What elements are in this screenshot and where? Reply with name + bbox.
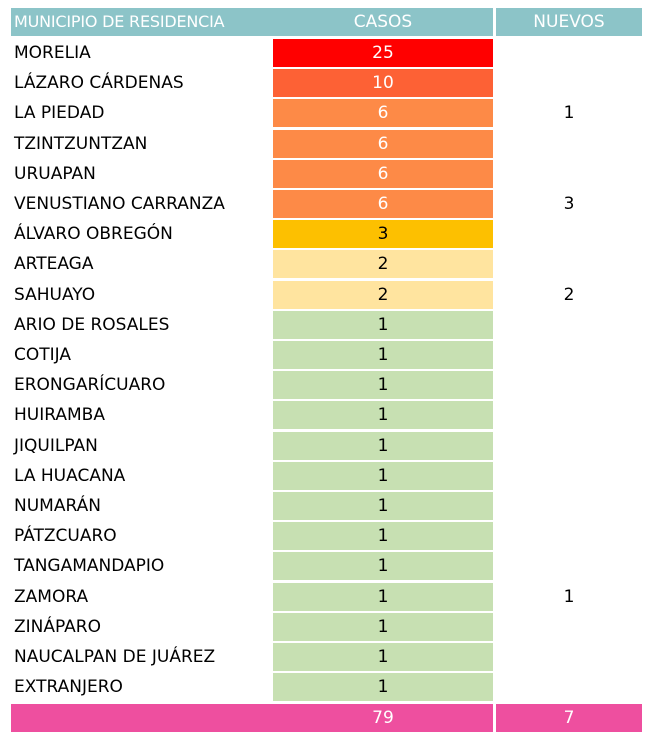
table-row: TANGAMANDAPIO 1 <box>11 552 642 581</box>
municipio-cell: URUAPAN <box>14 163 96 184</box>
nuevos-cell <box>496 371 642 399</box>
nuevos-cell: 1 <box>563 586 575 607</box>
nuevos-cell <box>496 250 642 278</box>
casos-cell: 1 <box>273 431 493 460</box>
casos-cell: 1 <box>273 552 493 581</box>
casos-cell: 1 <box>273 492 493 520</box>
casos-cell: 6 <box>273 129 493 158</box>
nuevos-cell <box>496 160 642 188</box>
municipio-cell: ARTEAGA <box>14 254 94 275</box>
table-row: ARIO DE ROSALES 1 <box>11 310 642 339</box>
municipio-cell: NAUCALPAN DE JUÁREZ <box>14 647 216 667</box>
municipio-cell: COTIJA <box>14 345 71 365</box>
table-row: ZAMORA 1 1 <box>11 582 642 611</box>
total-row: 79 7 <box>11 704 642 732</box>
table-row: ÁLVARO OBREGÓN 3 <box>11 220 642 249</box>
nuevos-cell <box>496 462 642 490</box>
casos-cell: 1 <box>273 461 493 490</box>
table-row: VENUSTIANO CARRANZA 6 3 <box>11 190 642 218</box>
casos-cell: 1 <box>273 371 493 400</box>
total-label <box>11 704 274 732</box>
municipio-cell: EXTRANJERO <box>14 677 123 698</box>
table-row: LA PIEDAD 6 1 <box>11 99 642 128</box>
table-row: NAUCALPAN DE JUÁREZ 1 <box>11 643 642 671</box>
nuevos-cell <box>496 613 642 641</box>
total-nuevos: 7 <box>496 704 642 732</box>
municipio-cell: ARIO DE ROSALES <box>14 314 170 335</box>
table-row: URUAPAN 6 <box>11 159 642 188</box>
table-row: LA HUACANA 1 <box>11 461 642 490</box>
nuevos-cell <box>496 492 642 520</box>
municipio-cell: ZINÁPARO <box>14 616 101 637</box>
municipio-cell: TANGAMANDAPIO <box>14 556 165 577</box>
nuevos-cell <box>496 401 642 429</box>
table-row: EXTRANJERO 1 <box>11 673 642 702</box>
casos-cell: 3 <box>273 220 493 249</box>
casos-cell: 1 <box>273 310 493 339</box>
table-row: PÁTZCUARO 1 <box>11 522 642 551</box>
municipio-cell: ERONGARÍCUARO <box>14 375 166 396</box>
casos-cell: 10 <box>273 69 493 98</box>
municipio-cell: ÁLVARO OBREGÓN <box>14 224 173 245</box>
municipio-cell: VENUSTIANO CARRANZA <box>14 194 225 214</box>
table-row: NUMARÁN 1 <box>11 492 642 520</box>
nuevos-cell: 2 <box>563 284 575 305</box>
table-row: MORELIA 25 <box>11 39 642 67</box>
nuevos-cell <box>496 673 642 701</box>
nuevos-cell <box>496 552 642 580</box>
nuevos-cell <box>496 522 642 550</box>
nuevos-cell: 3 <box>563 194 575 214</box>
nuevos-cell <box>496 643 642 671</box>
casos-cell: 1 <box>273 673 493 702</box>
nuevos-cell: 1 <box>563 103 575 124</box>
nuevos-cell <box>496 69 642 97</box>
casos-cell: 6 <box>273 99 493 128</box>
municipio-cell: LÁZARO CÁRDENAS <box>14 73 184 94</box>
nuevos-cell <box>496 39 642 67</box>
nuevos-cell <box>496 311 642 339</box>
table-row: TZINTZUNTZAN 6 <box>11 129 642 158</box>
table-header: MUNICIPIO DE RESIDENCIA CASOS NUEVOS <box>11 8 642 36</box>
table-row: COTIJA 1 <box>11 341 642 369</box>
municipio-cell: JIQUILPAN <box>14 435 98 456</box>
casos-cell: 6 <box>273 159 493 188</box>
table-row: SAHUAYO 2 2 <box>11 280 642 309</box>
casos-cell: 1 <box>273 341 493 369</box>
total-casos: 79 <box>273 704 493 732</box>
municipio-cell: ZAMORA <box>14 586 89 607</box>
nuevos-cell <box>496 130 642 158</box>
casos-cell: 2 <box>273 280 493 309</box>
table-row: LÁZARO CÁRDENAS 10 <box>11 69 642 98</box>
header-municipio: MUNICIPIO DE RESIDENCIA <box>11 8 274 36</box>
municipio-cell: LA HUACANA <box>14 465 126 486</box>
municipio-cell: TZINTZUNTZAN <box>14 133 148 154</box>
municipio-cell: LA PIEDAD <box>14 103 105 124</box>
table-row: ERONGARÍCUARO 1 <box>11 371 642 400</box>
nuevos-cell <box>496 341 642 369</box>
nuevos-cell <box>496 220 642 248</box>
header-nuevos: NUEVOS <box>496 8 642 36</box>
casos-cell: 1 <box>273 401 493 430</box>
municipio-cell: HUIRAMBA <box>14 405 105 426</box>
casos-cell: 25 <box>273 39 493 67</box>
casos-cell: 1 <box>273 522 493 551</box>
municipio-cell: MORELIA <box>14 43 91 63</box>
casos-cell: 1 <box>273 612 493 641</box>
nuevos-cell <box>496 432 642 460</box>
table-row: HUIRAMBA 1 <box>11 401 642 430</box>
municipio-cell: NUMARÁN <box>14 496 101 516</box>
municipio-cell: PÁTZCUARO <box>14 526 117 547</box>
casos-cell: 2 <box>273 250 493 279</box>
casos-cell: 6 <box>273 190 493 218</box>
header-casos: CASOS <box>273 8 493 36</box>
municipio-cell: SAHUAYO <box>14 284 96 305</box>
casos-cell: 1 <box>273 643 493 671</box>
table-row: ARTEAGA 2 <box>11 250 642 279</box>
casos-cell: 1 <box>273 582 493 611</box>
table-row: ZINÁPARO 1 <box>11 612 642 641</box>
table-row: JIQUILPAN 1 <box>11 431 642 460</box>
